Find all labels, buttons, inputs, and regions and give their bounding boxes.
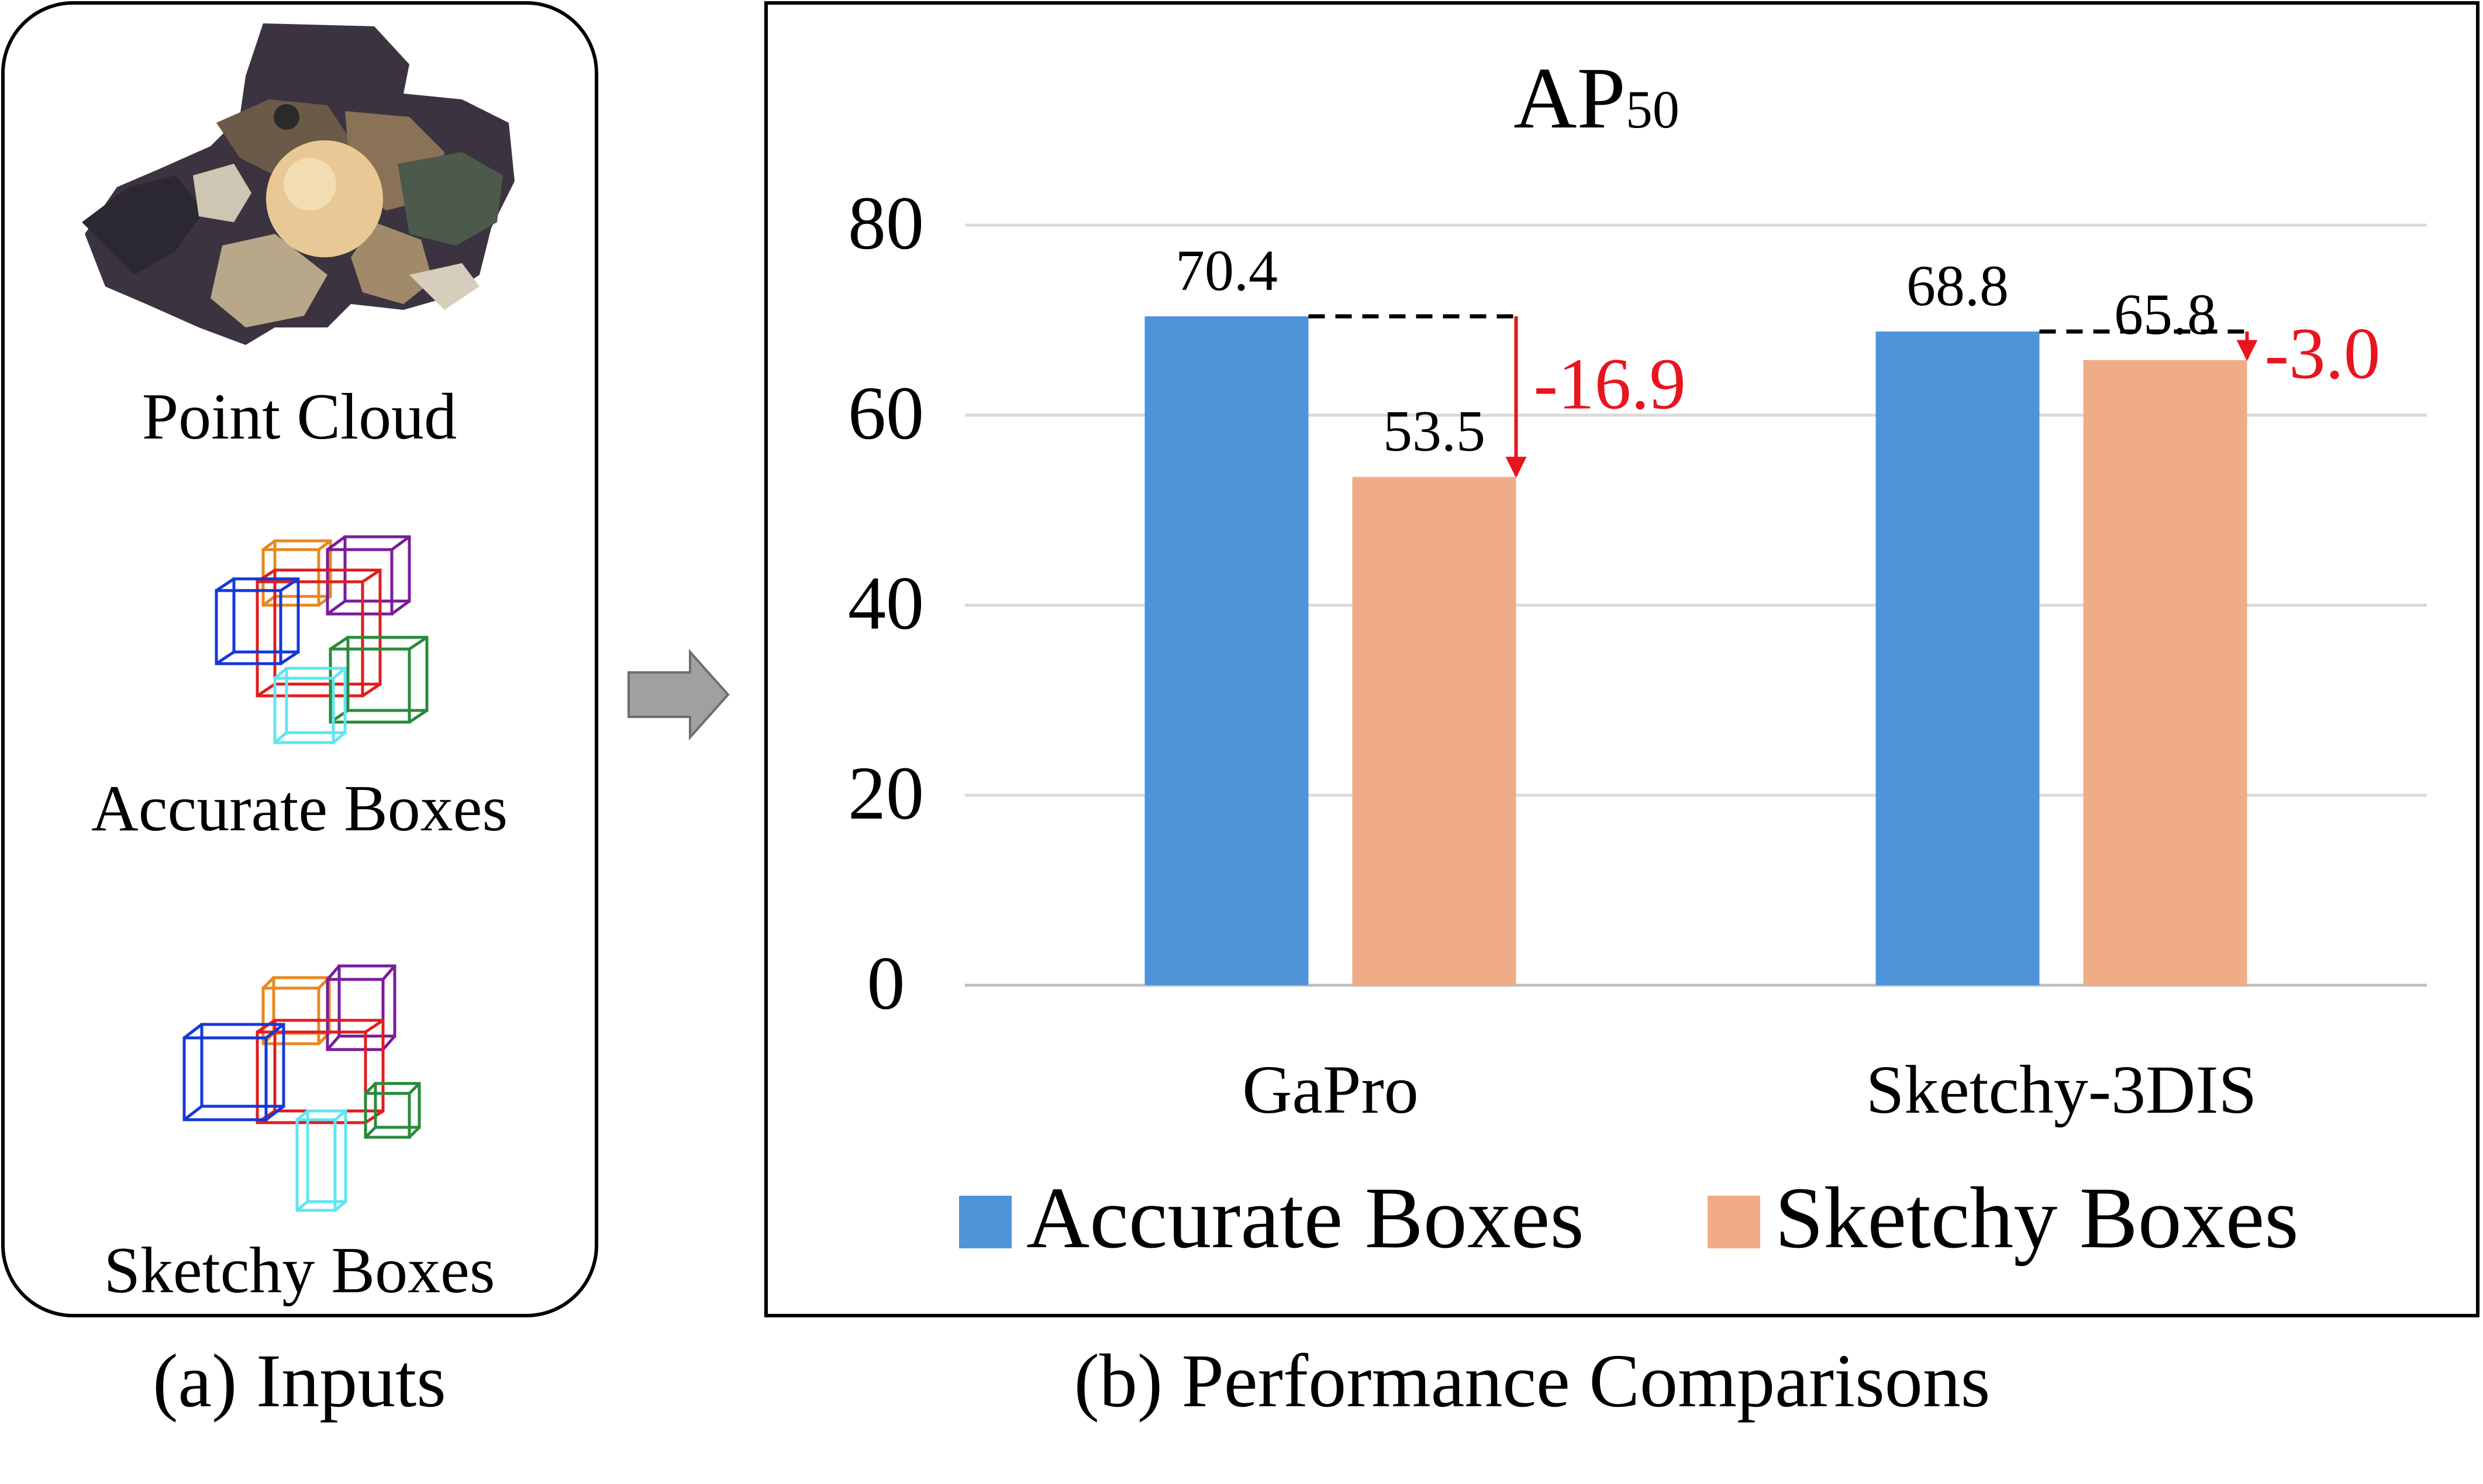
bar-accurate-0 xyxy=(1144,316,1309,985)
y-tick-label-80: 80 xyxy=(848,181,924,265)
point-cloud-label: Point Cloud xyxy=(142,381,457,453)
y-tick-label-0: 0 xyxy=(867,941,905,1026)
point-cloud-image xyxy=(82,23,515,345)
legend-label-sketchy: Sketchy Boxes xyxy=(1775,1169,2299,1266)
difference-label-0: -16.9 xyxy=(1534,344,1686,425)
x-category-label-0: GaPro xyxy=(1242,1051,1419,1128)
data-label-sketchy-0: 53.5 xyxy=(1383,399,1485,464)
y-tick-label-40: 40 xyxy=(848,561,924,646)
chart-title-subscript: 50 xyxy=(1626,80,1680,139)
data-label-accurate-1: 68.8 xyxy=(1906,253,2009,318)
chart-title: AP50 xyxy=(1513,50,1680,147)
bar-accurate-1 xyxy=(1875,332,2040,985)
bar-sketchy-0 xyxy=(1352,477,1516,985)
y-tick-label-60: 60 xyxy=(848,371,924,455)
chart-title-main: AP xyxy=(1513,50,1626,147)
difference-label-1: -3.0 xyxy=(2265,313,2381,394)
plot-area: 0 20 40 60 80 70.4 53.5 -16.9 GaPro 68.8 65.8 -3.0 S… xyxy=(848,181,2427,1128)
inputs-panel: Point Cloud Accurate Boxes Sketchy Boxes xyxy=(1,1,598,1317)
x-category-label-1: Sketchy-3DIS xyxy=(1866,1051,2257,1128)
data-label-sketchy-1: 65.8 xyxy=(2114,282,2216,347)
legend-label-accurate: Accurate Boxes xyxy=(1026,1169,1584,1266)
legend-swatch-accurate xyxy=(959,1196,1012,1248)
bar-sketchy-1 xyxy=(2083,360,2247,985)
sketchy-boxes-image xyxy=(182,964,421,1212)
sketchy-boxes-label: Sketchy Boxes xyxy=(104,1234,495,1307)
inputs-panel-frame xyxy=(1,1,598,1317)
inputs-caption: (a) Inputs xyxy=(153,1339,446,1423)
comparison-caption: (b) Performance Comparisons xyxy=(1074,1339,1991,1423)
y-tick-label-20: 20 xyxy=(848,751,924,836)
data-label-accurate-0: 70.4 xyxy=(1175,238,1278,303)
legend: Accurate Boxes Sketchy Boxes xyxy=(959,1169,2299,1266)
accurate-boxes-label: Accurate Boxes xyxy=(91,772,508,845)
legend-swatch-sketchy xyxy=(1708,1196,1760,1248)
right-arrow-icon xyxy=(627,648,730,741)
accurate-boxes-image xyxy=(215,535,429,744)
